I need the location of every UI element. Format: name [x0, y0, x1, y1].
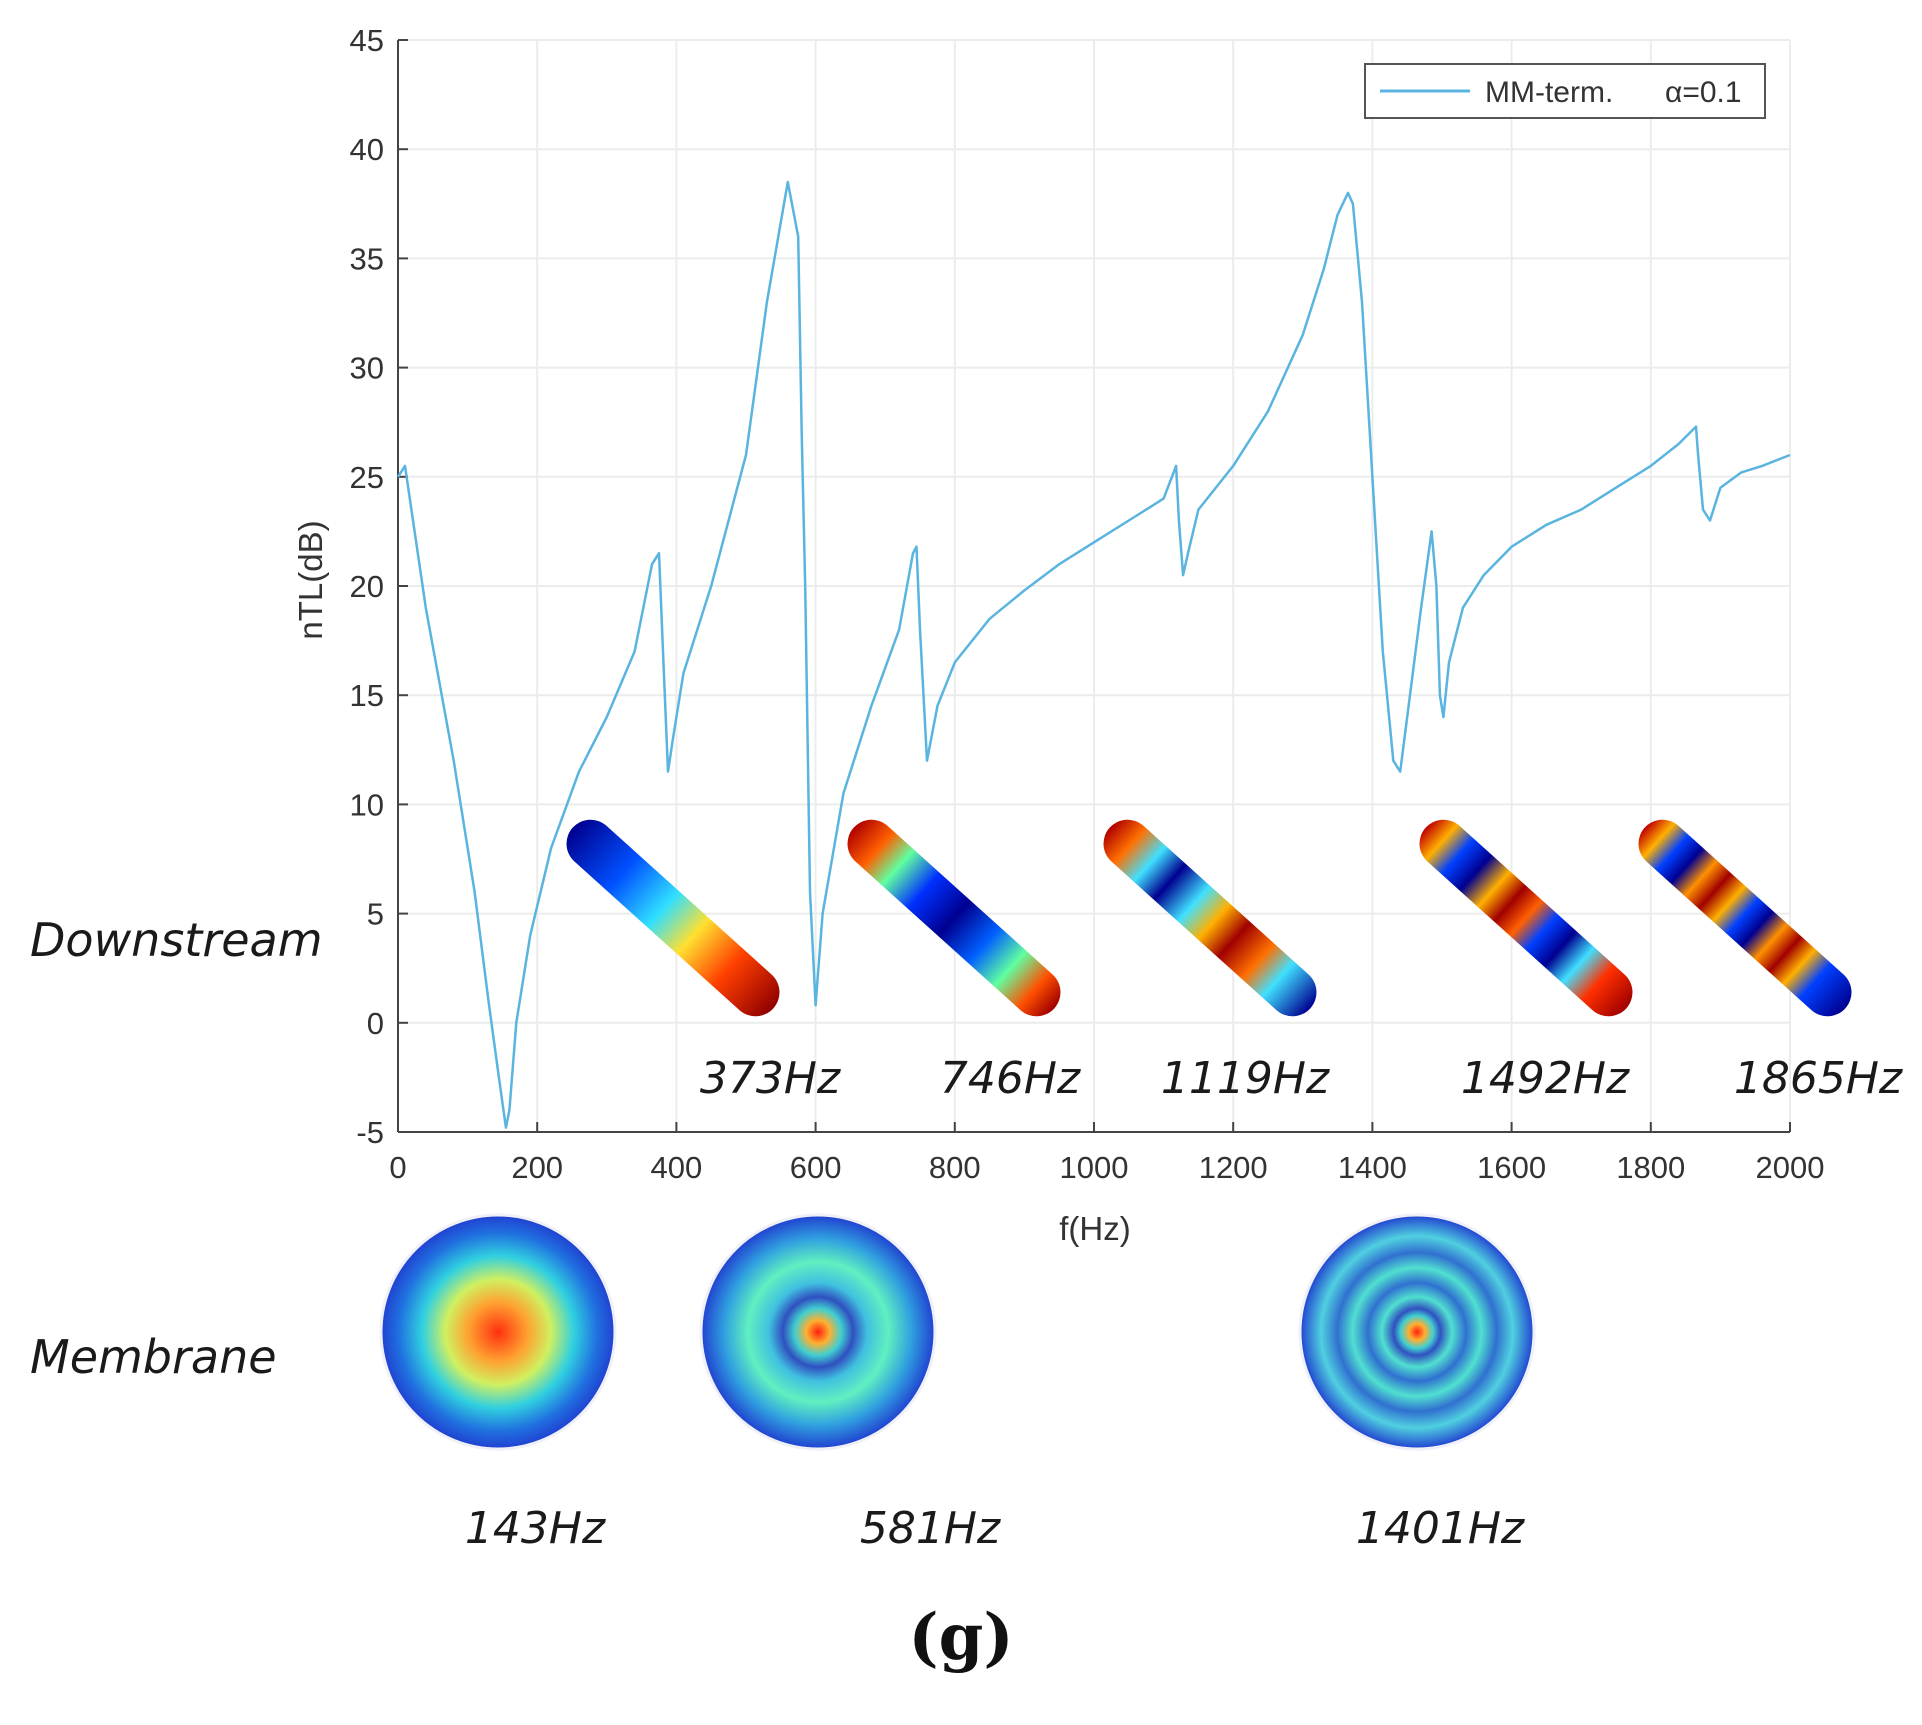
- downstream-mode-image-1492: [1419, 819, 1633, 1017]
- y-axis-label: nTL(dB): [292, 520, 329, 639]
- y-tick-label-45: 45: [350, 23, 384, 58]
- series-layer: [396, 180, 1791, 1129]
- x-tick-label-1000: 1000: [1060, 1150, 1129, 1185]
- downstream-mode-images: 373Hz 746Hz 1119Hz 1492Hz 1865Hz: [566, 819, 1903, 1104]
- membrane-label: Membrane: [30, 1330, 277, 1384]
- downstream-mode-image-1865: [1638, 819, 1852, 1017]
- legend-param: α=0.1: [1665, 76, 1742, 109]
- membrane-mode-label-143: 143Hz: [465, 1503, 606, 1554]
- downstream-mode-label-373: 373Hz: [700, 1053, 841, 1104]
- y-tick-label-15: 15: [350, 678, 384, 713]
- ticks: 0 200 400 600 800 1000 1200 1400 1600 1800 2000-50…: [350, 23, 1825, 1185]
- membrane-mode-label-581: 581Hz: [860, 1503, 1001, 1554]
- downstream-duct-746: [847, 819, 1061, 1017]
- x-tick-label-0: 0: [389, 1150, 406, 1185]
- y-tick-label-20: 20: [350, 569, 384, 604]
- downstream-mode-label-746: 746Hz: [940, 1053, 1081, 1104]
- x-tick-label-800: 800: [929, 1150, 981, 1185]
- x-tick-label-600: 600: [790, 1150, 842, 1185]
- membrane-mode-images: 143Hz 581Hz 1401Hz: [379, 1213, 1536, 1554]
- y-tick-label-25: 25: [350, 460, 384, 495]
- x-tick-label-200: 200: [511, 1150, 563, 1185]
- downstream-duct-373: [566, 819, 780, 1017]
- y-tick-label-30: 30: [350, 351, 384, 386]
- membrane-mode-image-1401: [1298, 1213, 1536, 1451]
- downstream-mode-label-1492: 1492Hz: [1461, 1053, 1630, 1104]
- x-tick-label-2000: 2000: [1756, 1150, 1825, 1185]
- x-axis-label: f(Hz): [1059, 1210, 1130, 1247]
- downstream-mode-label-1119: 1119Hz: [1161, 1053, 1330, 1104]
- membrane-mode-label-1401: 1401Hz: [1356, 1503, 1525, 1554]
- x-tick-label-1400: 1400: [1338, 1150, 1407, 1185]
- y-tick-label--5: -5: [356, 1115, 384, 1150]
- y-tick-label-35: 35: [350, 241, 384, 276]
- downstream-mode-image-1119: [1103, 819, 1317, 1017]
- downstream-duct-1119: [1103, 819, 1317, 1017]
- downstream-duct-1492: [1419, 819, 1633, 1017]
- x-tick-label-1200: 1200: [1199, 1150, 1268, 1185]
- downstream-label: Downstream: [30, 913, 323, 967]
- y-tick-label-5: 5: [367, 897, 384, 932]
- legend-series-name: MM-term.: [1485, 76, 1613, 109]
- y-tick-label-40: 40: [350, 132, 384, 167]
- membrane-mode-image-581: [699, 1213, 937, 1451]
- x-tick-label-400: 400: [651, 1150, 703, 1185]
- membrane-mode-image-143: [379, 1213, 617, 1451]
- y-tick-label-0: 0: [367, 1006, 384, 1041]
- series-line-0: [396, 180, 1791, 1129]
- x-tick-label-1800: 1800: [1616, 1150, 1685, 1185]
- downstream-mode-label-1865: 1865Hz: [1734, 1053, 1903, 1104]
- downstream-mode-image-373: [566, 819, 780, 1017]
- figure-caption: (g): [908, 1600, 1014, 1675]
- downstream-mode-image-746: [847, 819, 1061, 1017]
- legend[interactable]: MM-term. α=0.1: [1364, 63, 1766, 119]
- downstream-duct-1865: [1638, 819, 1852, 1017]
- y-tick-label-10: 10: [350, 787, 384, 822]
- x-tick-label-1600: 1600: [1477, 1150, 1546, 1185]
